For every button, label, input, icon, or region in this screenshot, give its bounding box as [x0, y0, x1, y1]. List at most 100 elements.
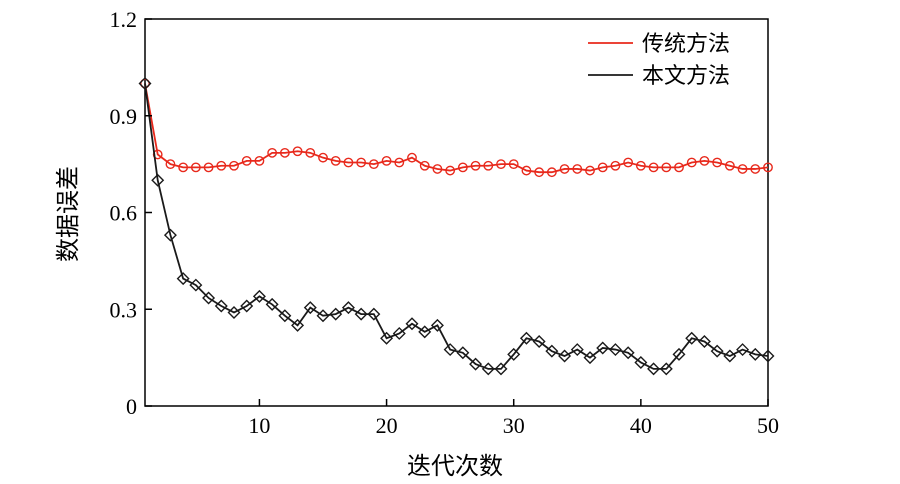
data-point [443, 343, 457, 357]
data-point [572, 164, 583, 174]
y-tick-label: 0.3 [110, 297, 138, 322]
data-point [470, 160, 481, 171]
data-point [724, 160, 735, 171]
legend-label: 本文方法 [642, 64, 730, 89]
data-point [203, 162, 214, 173]
data-point [240, 299, 254, 313]
data-point [597, 162, 608, 173]
data-point [469, 357, 483, 371]
data-point [519, 331, 533, 345]
data-point [737, 164, 748, 174]
data-point [405, 317, 419, 331]
data-point [546, 167, 557, 178]
y-tick-label: 0.6 [110, 201, 138, 226]
data-point [697, 335, 711, 348]
data-point [151, 173, 165, 187]
data-point [674, 162, 684, 173]
data-point [621, 346, 635, 360]
data-point [368, 159, 379, 170]
data-point [534, 167, 545, 178]
data-point [661, 162, 672, 173]
x-tick-label: 40 [630, 413, 652, 438]
data-point [430, 318, 444, 332]
data-point [190, 162, 201, 173]
y-tick-label: 0.9 [110, 104, 138, 129]
data-point [570, 343, 584, 357]
data-point [494, 362, 508, 376]
data-point [596, 341, 610, 355]
data-point [381, 155, 392, 166]
data-point [685, 331, 699, 345]
data-point [634, 355, 648, 369]
data-point [292, 146, 303, 157]
data-point [252, 289, 266, 303]
data-point [483, 160, 494, 171]
series-layer [138, 77, 775, 376]
data-point [672, 347, 686, 361]
data-point [367, 307, 381, 321]
data-point [341, 301, 355, 315]
data-point [750, 164, 761, 174]
data-point [176, 272, 190, 286]
data-point [138, 77, 152, 90]
data-point [291, 318, 305, 332]
data-point [407, 152, 417, 163]
data-point [419, 160, 430, 171]
data-point [559, 164, 570, 174]
x-tick-label: 50 [757, 413, 779, 438]
data-point [163, 228, 177, 242]
y-tick-label: 1.2 [110, 7, 138, 32]
data-point [178, 162, 189, 173]
data-point [647, 362, 661, 376]
data-point [229, 160, 239, 171]
data-point [343, 157, 354, 168]
data-point [748, 347, 762, 361]
data-point [330, 155, 341, 166]
data-point [558, 349, 572, 363]
data-point [608, 343, 622, 357]
data-point [265, 297, 279, 311]
legend-label: 传统方法 [642, 32, 730, 57]
data-point [736, 343, 750, 357]
x-tick-label: 20 [376, 413, 398, 438]
data-point [432, 164, 443, 174]
data-point [648, 162, 659, 173]
data-point [445, 165, 456, 176]
data-point [214, 299, 228, 313]
data-point [394, 157, 405, 168]
data-point [392, 326, 406, 340]
ticks-layer: 0 0.3 0.6 0.9 1.2 10 20 30 40 50 [110, 7, 780, 438]
data-point [508, 159, 519, 170]
data-point [189, 278, 203, 292]
data-point [241, 155, 252, 166]
data-point [316, 309, 330, 323]
data-point [532, 335, 546, 348]
series-2 [138, 77, 775, 376]
x-tick-label: 30 [503, 413, 525, 438]
data-point [585, 165, 595, 176]
data-point [318, 152, 328, 163]
x-axis-title: 迭代次数 [407, 452, 503, 480]
data-point [659, 362, 673, 376]
data-point [305, 147, 316, 158]
data-point [583, 351, 597, 365]
data-point [202, 291, 216, 305]
data-point [418, 325, 432, 339]
data-point [710, 344, 724, 358]
data-point [456, 346, 470, 360]
y-tick-label: 0 [126, 394, 137, 419]
x-tick-label: 10 [248, 413, 270, 438]
series-line [144, 83, 769, 370]
data-point [278, 309, 292, 323]
data-point [763, 162, 773, 173]
data-point [545, 344, 559, 358]
data-point [354, 307, 368, 321]
data-point [699, 155, 710, 166]
data-point [623, 157, 634, 168]
data-point [610, 160, 621, 171]
data-point [723, 349, 737, 363]
data-point [165, 159, 176, 170]
data-point [761, 349, 775, 363]
